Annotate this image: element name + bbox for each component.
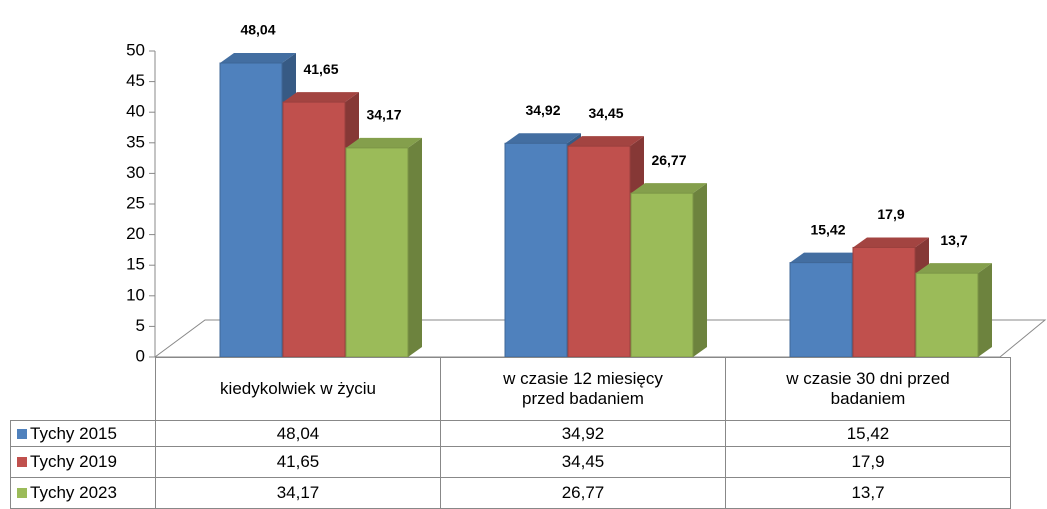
- value-label: 15,42: [810, 221, 845, 237]
- table-cell-text: 17,9: [851, 452, 885, 471]
- table-cell-text: 13,7: [851, 483, 885, 502]
- bar-face: [283, 92, 359, 103]
- y-tick-label: 40: [126, 102, 145, 121]
- table-cell: 34,45: [440, 446, 726, 478]
- y-tick-label: 25: [126, 193, 145, 212]
- bar-face: [504, 142, 568, 358]
- y-tick-label: 45: [126, 71, 145, 90]
- bar-face: [408, 137, 422, 357]
- legend-entry: Tychy 2023: [10, 477, 156, 509]
- bar-face: [915, 272, 979, 358]
- category-label-text: w czasie 30 dni przed badaniem: [786, 369, 950, 408]
- category-label-text: kiedykolwiek w życiu: [220, 379, 376, 398]
- bar-face: [790, 252, 866, 263]
- category-label-text: w czasie 12 miesięcy przed badaniem: [503, 369, 663, 408]
- legend-entry: Tychy 2019: [10, 446, 156, 478]
- bar-face: [789, 262, 853, 358]
- legend-label: Tychy 2015: [30, 423, 117, 443]
- table-cell-text: 34,17: [276, 483, 320, 502]
- bar-face: [852, 246, 916, 358]
- bar-face: [345, 147, 409, 358]
- value-label: 41,65: [303, 61, 338, 77]
- legend-swatch: [17, 428, 27, 439]
- bar: [915, 263, 992, 358]
- value-label: 34,45: [588, 105, 623, 121]
- table-cell-text: 48,04: [276, 423, 320, 443]
- table-cell: 17,9: [725, 446, 1011, 478]
- value-label: 34,92: [525, 102, 560, 118]
- value-label: 48,04: [240, 22, 275, 38]
- bar-face: [219, 62, 283, 358]
- table-cell: 34,92: [440, 420, 726, 447]
- table-cell-text: 41,65: [276, 452, 320, 471]
- bar-face: [220, 52, 296, 63]
- legend-swatch: [17, 457, 27, 467]
- y-tick-label: 0: [136, 346, 145, 365]
- table-cell: 15,42: [725, 420, 1011, 447]
- table-cell-text: 34,45: [561, 452, 605, 471]
- value-label: 26,77: [651, 152, 686, 168]
- category-label: kiedykolwiek w życiu: [155, 357, 441, 421]
- bar: [567, 136, 644, 358]
- legend-entry: Tychy 2015: [10, 420, 156, 447]
- value-label: 13,7: [940, 232, 967, 248]
- value-label: 34,17: [366, 107, 401, 123]
- bar-face: [693, 183, 707, 357]
- bar: [630, 183, 707, 358]
- bar-face: [346, 137, 422, 148]
- y-tick-label: 5: [136, 316, 145, 335]
- legend-label: Tychy 2023: [30, 483, 117, 502]
- legend-swatch: [17, 488, 27, 498]
- bar-face: [631, 183, 707, 194]
- bar-face: [978, 263, 992, 357]
- category-label: w czasie 12 miesięcy przed badaniem: [440, 357, 726, 421]
- y-tick-label: 35: [126, 132, 145, 151]
- table-cell: 13,7: [725, 477, 1011, 509]
- y-tick-label: 50: [126, 40, 145, 59]
- table-cell-text: 34,92: [561, 423, 605, 443]
- table-cell: 41,65: [155, 446, 441, 478]
- legend-label: Tychy 2019: [30, 452, 117, 471]
- y-tick-label: 10: [126, 285, 145, 304]
- y-tick-label: 30: [126, 163, 145, 182]
- bar-face: [568, 136, 644, 147]
- bar-face: [916, 263, 992, 274]
- bar-face: [505, 133, 581, 144]
- bar: [852, 237, 929, 358]
- bar-face: [853, 237, 929, 248]
- y-tick-label: 15: [126, 255, 145, 274]
- bar-face: [567, 145, 631, 358]
- category-label: w czasie 30 dni przed badaniem: [725, 357, 1011, 421]
- table-cell-text: 15,42: [846, 423, 890, 443]
- value-label: 17,9: [877, 206, 904, 222]
- table-cell: 48,04: [155, 420, 441, 447]
- y-tick-label: 20: [126, 224, 145, 243]
- bar-face: [282, 101, 346, 358]
- table-cell: 26,77: [440, 477, 726, 509]
- table-cell-text: 26,77: [561, 483, 605, 502]
- bar-face: [630, 192, 694, 358]
- table-cell: 34,17: [155, 477, 441, 509]
- bar: [345, 137, 422, 358]
